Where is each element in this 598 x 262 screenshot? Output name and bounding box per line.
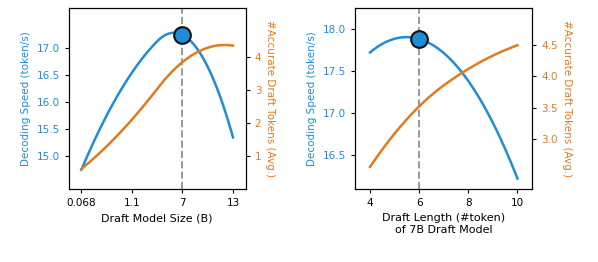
X-axis label: Draft Model Size (B): Draft Model Size (B) [102, 213, 213, 223]
Y-axis label: Decoding Speed (token/s): Decoding Speed (token/s) [307, 31, 318, 166]
Y-axis label: Decoding Speed (token/s): Decoding Speed (token/s) [21, 31, 31, 166]
Y-axis label: #Accurate Draft Tokens (Avg.): #Accurate Draft Tokens (Avg.) [265, 20, 275, 177]
Y-axis label: #Accurate Draft Tokens (Avg.): #Accurate Draft Tokens (Avg.) [562, 20, 572, 177]
X-axis label: Draft Length (#token)
of 7B Draft Model: Draft Length (#token) of 7B Draft Model [382, 213, 505, 235]
